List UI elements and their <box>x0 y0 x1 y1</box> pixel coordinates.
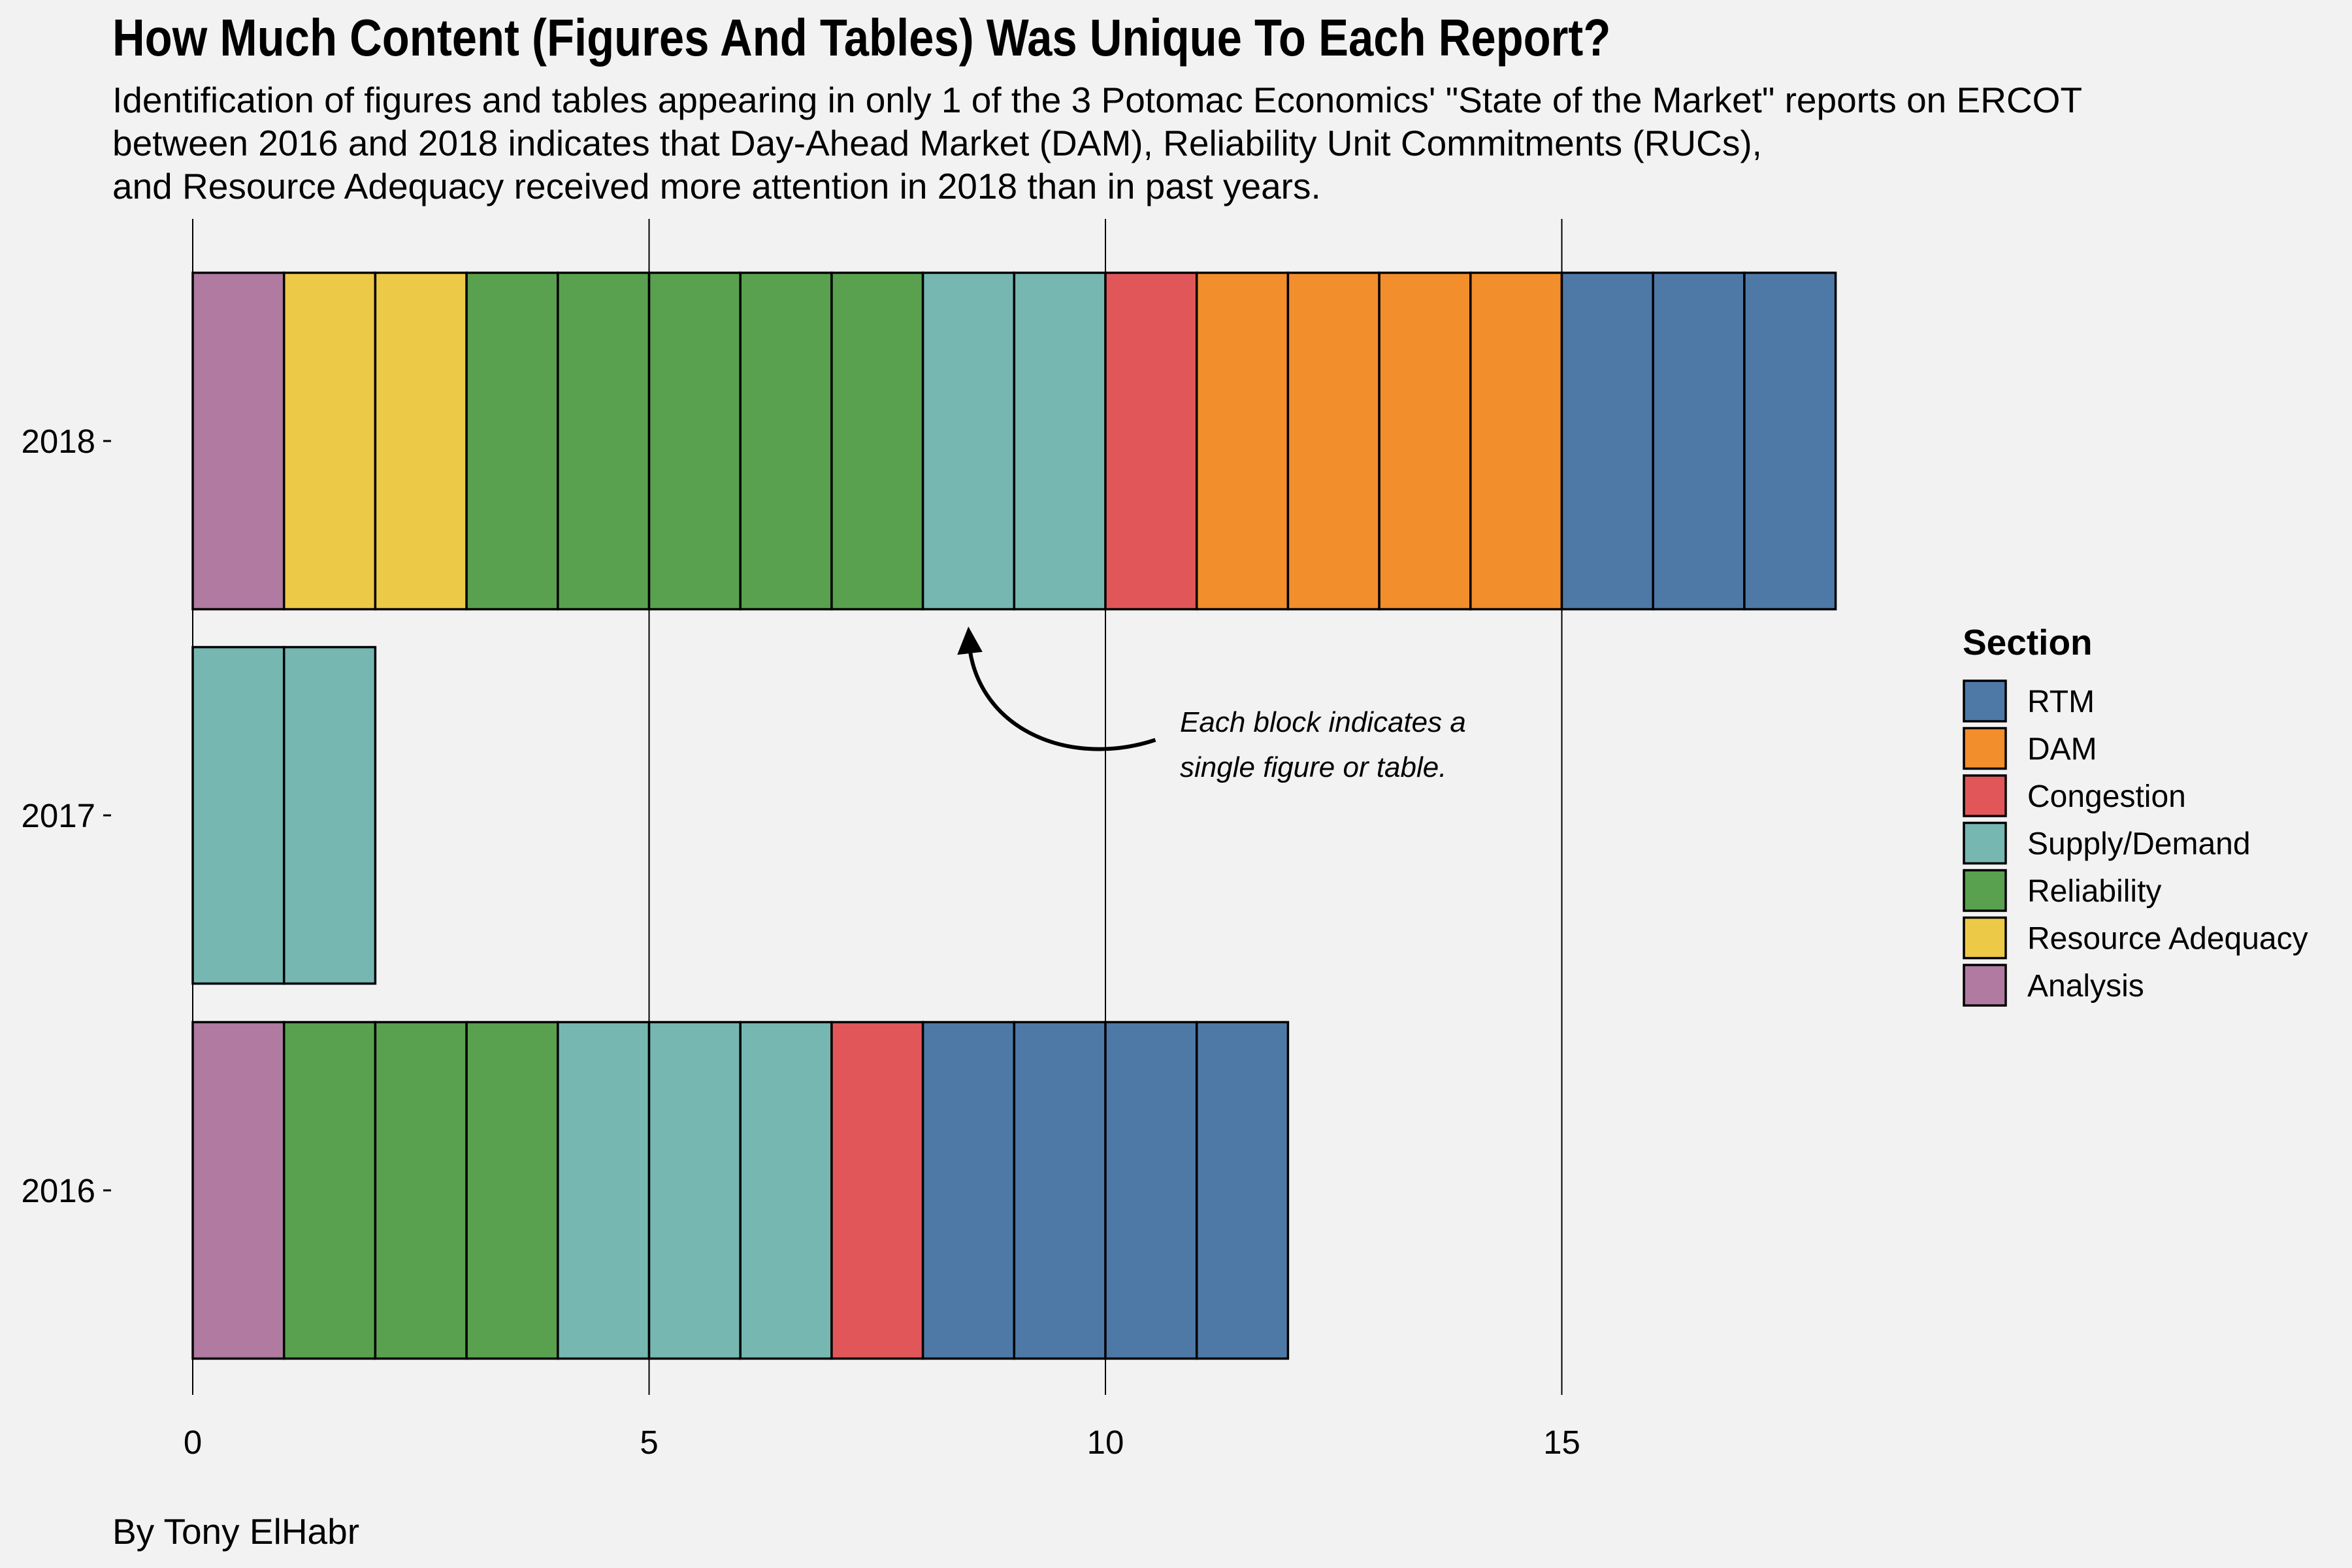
y-tick-label-2017: 2017 <box>22 797 95 834</box>
bar-block-2016-supply-demand-1 <box>557 1021 651 1360</box>
bar-block-2016-reliability-3 <box>465 1021 559 1360</box>
subtitle-line-2: between 2016 and 2018 indicates that Day… <box>112 123 1762 163</box>
legend-label-dam: DAM <box>2027 732 2097 767</box>
x-tick-label-0: 0 <box>184 1424 202 1461</box>
bar-block-2018-resource-adequacy-2 <box>374 271 468 611</box>
legend-swatch-resource-adequacy <box>1963 916 2007 960</box>
legend-label-reliability: Reliability <box>2027 874 2161 909</box>
chart-caption: By Tony ElHabr <box>112 1511 360 1552</box>
legend: Section RTM DAM Congestion Supply/Demand Reli… <box>1963 622 2308 1007</box>
bar-block-2018-rtm-3 <box>1743 271 1837 611</box>
x-tick-label-5: 5 <box>640 1424 658 1461</box>
subtitle-line-1: Identification of figures and tables app… <box>112 80 2083 120</box>
chart-title: How Much Content (Figures And Tables) Wa… <box>112 8 1611 67</box>
legend-swatch-rtm <box>1963 679 2007 723</box>
legend-label-rtm: RTM <box>2027 685 2095 719</box>
bar-block-2018-reliability-2 <box>557 271 651 611</box>
bar-block-2018-congestion-1 <box>1104 271 1198 611</box>
legend-title: Section <box>1963 622 2093 662</box>
bar-block-2016-reliability-2 <box>374 1021 468 1360</box>
bar-block-2018-reliability-1 <box>465 271 559 611</box>
bars-group <box>191 271 1837 1360</box>
bar-block-2016-analysis-1 <box>191 1021 286 1360</box>
legend-label-supply-demand: Supply/Demand <box>2027 827 2251 862</box>
legend-label-analysis: Analysis <box>2027 969 2144 1004</box>
bar-block-2016-rtm-3 <box>1104 1021 1198 1360</box>
bar-block-2016-supply-demand-2 <box>647 1021 742 1360</box>
subtitle-line-3: and Resource Adequacy received more atte… <box>112 166 1321 206</box>
annotation-arrowhead <box>957 627 983 655</box>
bar-block-2018-dam-2 <box>1286 271 1380 611</box>
legend-swatch-supply-demand <box>1963 821 2007 865</box>
legend-swatch-analysis <box>1963 964 2007 1007</box>
bar-block-2018-dam-4 <box>1469 271 1563 611</box>
bar-block-2018-dam-3 <box>1378 271 1472 611</box>
legend-label-congestion: Congestion <box>2027 779 2186 814</box>
legend-swatch-dam <box>1963 727 2007 770</box>
bar-block-2018-analysis-1 <box>191 271 286 611</box>
bar-block-2018-resource-adequacy-1 <box>282 271 377 611</box>
bar-block-2016-rtm-2 <box>1013 1021 1107 1360</box>
chart-subtitle: Identification of figures and tables app… <box>112 78 2082 208</box>
bar-block-2018-reliability-5 <box>830 271 924 611</box>
annotation-text-line-1: Each block indicates a <box>1180 706 1466 738</box>
bar-block-2016-reliability-1 <box>282 1021 377 1360</box>
bar-block-2016-supply-demand-3 <box>739 1021 833 1360</box>
bar-block-2016-rtm-1 <box>921 1021 1016 1360</box>
bar-block-2018-rtm-2 <box>1652 271 1746 611</box>
bar-block-2016-congestion-1 <box>830 1021 924 1360</box>
legend-swatch-reliability <box>1963 869 2007 912</box>
bar-block-2018-reliability-3 <box>647 271 742 611</box>
x-tick-label-10: 10 <box>1087 1424 1124 1461</box>
bar-block-2017-supply-demand-1 <box>191 645 286 985</box>
bar-block-2018-supply-demand-1 <box>921 271 1016 611</box>
y-tick-label-2018: 2018 <box>22 423 95 460</box>
bar-block-2017-supply-demand-2 <box>282 645 377 985</box>
bar-block-2016-rtm-4 <box>1195 1021 1290 1360</box>
x-tick-label-15: 15 <box>1543 1424 1580 1461</box>
annotation-arrow <box>966 635 1156 751</box>
legend-swatch-congestion <box>1963 774 2007 817</box>
bar-block-2018-rtm-1 <box>1560 271 1654 611</box>
legend-label-resource-adequacy: Resource Adequacy <box>2027 922 2308 956</box>
y-tick-label-2016: 2016 <box>22 1172 95 1209</box>
annotation-text-line-2: single figure or table. <box>1180 751 1446 783</box>
bar-block-2018-supply-demand-2 <box>1013 271 1107 611</box>
bar-block-2018-dam-1 <box>1195 271 1290 611</box>
bar-block-2018-reliability-4 <box>739 271 833 611</box>
